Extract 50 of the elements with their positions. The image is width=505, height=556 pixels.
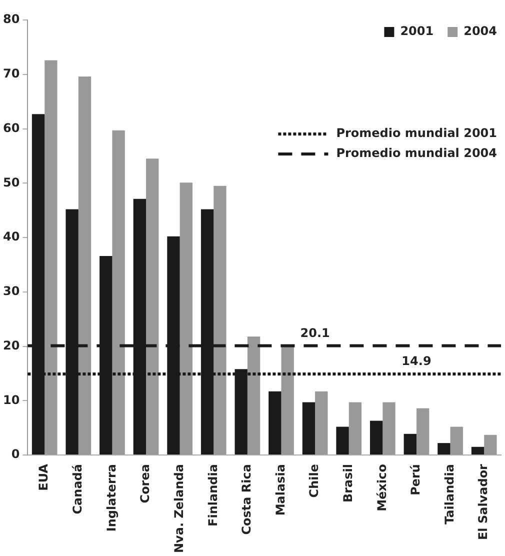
x-tick-label: EUA	[36, 463, 51, 491]
y-tick-label: 80	[2, 12, 20, 26]
bar	[302, 402, 316, 455]
y-tick-label: 0	[11, 447, 20, 462]
legend-label: 2001	[400, 24, 434, 38]
y-tick-label: 20	[2, 338, 20, 352]
bar	[382, 402, 396, 455]
x-tick-label: México	[374, 464, 389, 512]
bar	[450, 426, 463, 455]
y-tick-label: 60	[2, 120, 20, 135]
bar	[336, 426, 349, 455]
x-tick-label: El Salvador	[476, 464, 490, 540]
x-tick-label: Finlandia	[206, 464, 220, 526]
bar	[471, 446, 484, 455]
bar	[348, 402, 362, 455]
bar	[112, 130, 125, 455]
bar	[78, 76, 92, 455]
bar	[214, 186, 226, 455]
bar	[146, 158, 159, 455]
annotation: 14.9	[402, 354, 432, 368]
x-tick-label: Costa Rica	[240, 464, 254, 535]
x-tick-label: Canadá	[70, 464, 85, 514]
bar	[281, 346, 294, 455]
bar	[268, 391, 282, 455]
y-tick-label: 40	[2, 230, 20, 244]
bar	[315, 391, 328, 455]
y-tick-label: 50	[2, 175, 20, 190]
bar	[247, 336, 260, 455]
bar	[416, 408, 430, 455]
x-tick-label: Inglaterra	[104, 464, 118, 532]
x-tick-label: Chile	[307, 464, 322, 498]
x-tick-label: Corea	[138, 464, 152, 504]
y-tick-label: 10	[2, 392, 20, 407]
bar	[484, 434, 497, 455]
x-tick-label: Nva. Zelanda	[172, 464, 186, 554]
y-tick-label: 30	[2, 284, 20, 298]
legend-label: Promedio mundial 2004	[336, 146, 497, 160]
annotation: 20.1	[300, 326, 330, 340]
y-tick-label: 70	[2, 66, 20, 80]
bar	[370, 420, 383, 455]
bar	[404, 434, 416, 455]
bar	[180, 182, 193, 455]
x-tick-label: Malasia	[273, 464, 288, 516]
legend-label: 2004	[464, 24, 497, 38]
bar	[438, 443, 450, 455]
x-tick-label: Tailandia	[442, 464, 456, 524]
x-tick-label: Perú	[408, 464, 423, 496]
x-tick-label: Brasil	[340, 464, 355, 503]
bar	[44, 60, 58, 455]
legend-label: Promedio mundial 2001	[336, 126, 497, 140]
